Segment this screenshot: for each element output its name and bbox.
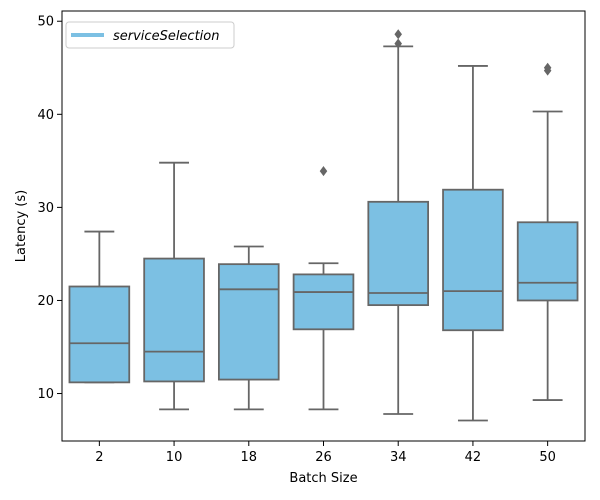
box-group-18	[217, 245, 280, 411]
x-tick-label: 42	[465, 450, 482, 465]
y-tick-label: 50	[37, 15, 54, 30]
box-group-26	[292, 166, 355, 411]
legend-label: serviceSelection	[113, 29, 219, 44]
y-tick-label: 10	[37, 387, 54, 402]
x-axis-title: Batch Size	[289, 471, 357, 486]
outlier-point	[543, 62, 552, 73]
outlier-point	[394, 38, 402, 49]
box-iqr	[143, 257, 205, 383]
x-tick-label: 34	[390, 450, 407, 465]
y-tick-label: 20	[37, 294, 54, 309]
y-axis: 10 20 30 40 50	[37, 15, 62, 402]
box-iqr	[516, 221, 579, 302]
box-group-2	[68, 230, 131, 384]
x-tick-label: 10	[166, 450, 183, 465]
box-iqr	[367, 200, 430, 307]
box-iqr	[217, 263, 280, 381]
y-tick-label: 40	[37, 108, 54, 123]
x-tick-label: 26	[315, 450, 332, 465]
box-iqr	[442, 188, 504, 332]
x-axis: 2 10 18 26 34 42 50	[95, 441, 556, 465]
x-tick-label: 50	[539, 450, 556, 465]
outlier-point	[319, 166, 328, 177]
outlier-point	[394, 29, 402, 40]
box-group-42	[442, 65, 504, 422]
box-iqr	[68, 285, 131, 384]
box-group-34	[367, 29, 430, 415]
x-tick-label: 2	[95, 450, 103, 465]
legend: serviceSelection	[65, 21, 235, 49]
box-group-50	[516, 62, 579, 401]
boxes-layer	[68, 29, 579, 422]
box-iqr	[292, 273, 355, 331]
x-tick-label: 18	[241, 450, 258, 465]
y-axis-title: Latency (s)	[14, 190, 29, 262]
legend-frame	[65, 21, 235, 49]
y-tick-label: 30	[37, 201, 54, 216]
box-group-10	[143, 161, 205, 411]
